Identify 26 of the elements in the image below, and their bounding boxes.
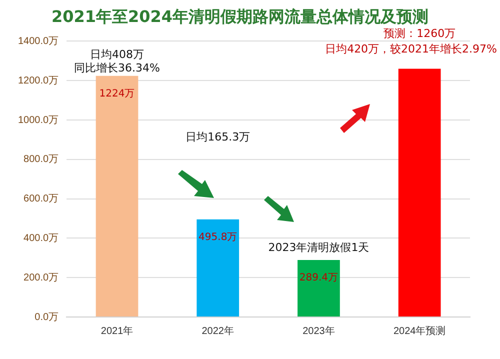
annotation: 同比增长36.34%: [74, 62, 160, 75]
y-tick-label: 600.0万: [24, 194, 59, 205]
x-tick-label: 2024年预测: [393, 324, 446, 337]
bar: [196, 219, 240, 316]
y-tick-label: 1200.0万: [18, 75, 59, 86]
annotation: 日均420万，较2021年增长2.97%: [325, 42, 497, 56]
annotation: 2023年清明放假1天: [268, 240, 370, 254]
bar: [298, 260, 340, 316]
y-tick-label: 0.0万: [34, 312, 59, 323]
data-label: 495.8万: [198, 232, 238, 243]
chart-title: 2021年至2024年清明假期路网流量总体情况及预测: [51, 6, 429, 26]
y-tick-label: 1000.0万: [18, 114, 59, 126]
bar: [398, 68, 441, 316]
text: 预测：1260万: [384, 27, 456, 40]
x-tick-label: 2023年: [302, 324, 335, 337]
y-tick-label: 800.0万: [24, 154, 59, 166]
annotation: 日均408万: [90, 48, 144, 61]
x-tick-label: 2022年: [202, 324, 234, 337]
data-label: 289.4万: [299, 272, 338, 284]
x-tick-label: 2021年: [100, 324, 134, 337]
annotation: 日均165.3万: [186, 130, 250, 144]
bar: [96, 76, 138, 316]
y-tick-label: 400.0万: [24, 232, 59, 244]
data-label: 1224万: [99, 88, 135, 100]
y-tick-label: 1400.0万: [18, 36, 59, 47]
y-tick-label: 200.0万: [24, 272, 59, 284]
